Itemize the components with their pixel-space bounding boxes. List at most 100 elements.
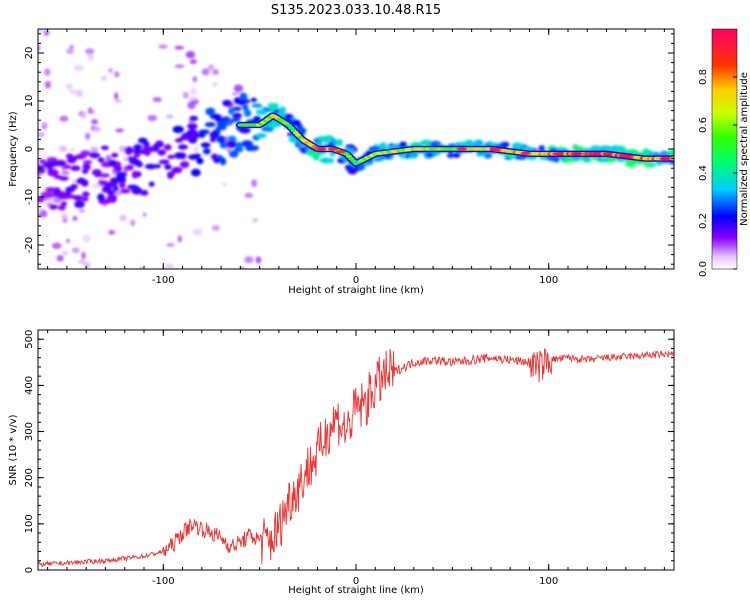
- spectral-blob: [327, 157, 335, 164]
- noise-blob: [83, 261, 91, 269]
- noise-blob: [58, 145, 68, 152]
- x-tick-label: -100: [152, 275, 175, 286]
- spectral-blob: [89, 152, 101, 159]
- spectral-blob: [268, 121, 278, 129]
- spectral-blob: [232, 106, 242, 112]
- spectral-blob: [115, 178, 127, 183]
- y-tick-label: 500: [24, 330, 35, 349]
- spectral-blob: [453, 152, 461, 158]
- ridge-peak: [553, 152, 564, 156]
- spectral-blob: [205, 107, 216, 116]
- x-tick-label: 0: [353, 275, 359, 286]
- spectral-blob: [187, 123, 198, 130]
- colorbar-tick-label: 0.8: [698, 69, 709, 85]
- spectral-blob: [164, 164, 172, 170]
- spectral-blob: [209, 113, 222, 120]
- noise-blob: [108, 230, 115, 235]
- y-tick-label: 400: [24, 376, 35, 395]
- spectral-blob: [58, 176, 69, 181]
- noise-blob: [40, 209, 48, 217]
- spectral-blob: [242, 104, 249, 111]
- spectral-blob: [190, 168, 201, 177]
- spectral-blob: [72, 195, 84, 201]
- spectral-blob: [158, 159, 170, 165]
- noise-blob: [69, 89, 77, 95]
- noise-blob: [73, 65, 84, 71]
- snr-axes: -100 0 100 0 100 200 300 400 500: [24, 329, 674, 587]
- spectrogram-xlabel: Height of straight line (km): [288, 285, 424, 296]
- spectral-blob: [344, 164, 353, 170]
- noise-blob: [165, 263, 175, 269]
- ridge-peak: [316, 147, 327, 151]
- spectral-blob: [107, 194, 118, 201]
- spectral-blob: [112, 186, 119, 192]
- noise-blob: [38, 29, 45, 34]
- noise-blob: [45, 198, 55, 203]
- spectral-blob: [60, 201, 68, 206]
- spectral-blob: [399, 141, 408, 148]
- ridge-peak: [457, 147, 467, 151]
- spectral-blob: [232, 112, 242, 120]
- spectral-blob: [222, 99, 232, 107]
- spectral-blob: [255, 133, 267, 139]
- noise-blob: [65, 238, 71, 244]
- spectral-blob: [200, 142, 211, 148]
- noise-blob: [44, 68, 51, 76]
- spectral-blob: [43, 161, 56, 169]
- noise-blob: [43, 234, 49, 239]
- noise-blob: [75, 89, 83, 97]
- spectral-blob: [229, 150, 239, 158]
- noise-blob: [100, 75, 107, 81]
- spectral-blob: [217, 120, 228, 129]
- colorbar-tick-label: 0.6: [698, 117, 709, 133]
- chart-title: S135.2023.033.10.48.R15: [271, 3, 441, 18]
- spectral-blob: [226, 120, 233, 125]
- spectral-blob: [119, 181, 126, 189]
- y-tick-label: -10: [24, 189, 35, 205]
- noise-blob: [51, 242, 62, 249]
- spectral-blob: [238, 127, 251, 134]
- noise-blob: [231, 92, 239, 96]
- colorbar-axes: 0.0 0.2 0.4 0.6 0.8: [698, 69, 737, 277]
- spectral-blob: [133, 151, 141, 158]
- spectral-blob: [45, 187, 57, 192]
- noise-blob: [182, 91, 189, 99]
- spectral-blob: [245, 145, 256, 152]
- spectral-blob: [155, 140, 164, 148]
- noise-blob: [152, 97, 162, 103]
- spectral-blob: [243, 109, 252, 117]
- spectral-blob: [126, 164, 134, 171]
- noise-blob: [201, 68, 210, 76]
- colorbar-tick-label: 0.2: [698, 213, 709, 229]
- spectral-blob: [226, 140, 237, 149]
- noise-blob: [66, 48, 74, 55]
- noise-blob: [233, 84, 244, 93]
- noise-blob: [212, 82, 218, 87]
- spectrogram-ylabel: Frequency (Hz): [8, 111, 19, 187]
- spectral-blob: [251, 103, 263, 108]
- spectral-blob: [167, 172, 174, 180]
- noise-blob: [89, 146, 99, 153]
- spectral-blob: [106, 181, 118, 188]
- spectral-blob: [65, 186, 75, 193]
- spectral-blob: [65, 153, 74, 160]
- spectral-blob: [81, 197, 89, 202]
- noise-blob: [80, 112, 87, 120]
- spectral-blob: [127, 156, 134, 161]
- spectral-blob: [538, 146, 546, 151]
- y-tick-label: 200: [24, 468, 35, 487]
- spectral-blob: [101, 187, 110, 193]
- spectral-blob: [267, 103, 280, 108]
- noise-blob: [211, 224, 221, 232]
- spectral-blob: [213, 158, 221, 163]
- spectral-blob: [167, 154, 176, 160]
- noise-blob: [78, 209, 86, 213]
- spectral-blob: [138, 149, 148, 155]
- spectral-blob: [219, 157, 227, 166]
- spectral-ridge: [235, 112, 674, 167]
- spectral-blob: [219, 142, 228, 149]
- spectral-blob: [321, 157, 331, 164]
- snr-marks: [38, 347, 674, 567]
- spectral-blob: [500, 141, 510, 148]
- noise-blob: [92, 183, 101, 189]
